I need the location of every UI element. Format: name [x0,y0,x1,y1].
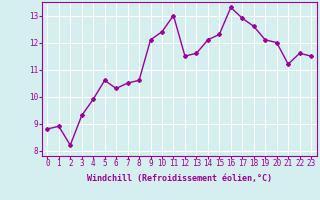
X-axis label: Windchill (Refroidissement éolien,°C): Windchill (Refroidissement éolien,°C) [87,174,272,183]
